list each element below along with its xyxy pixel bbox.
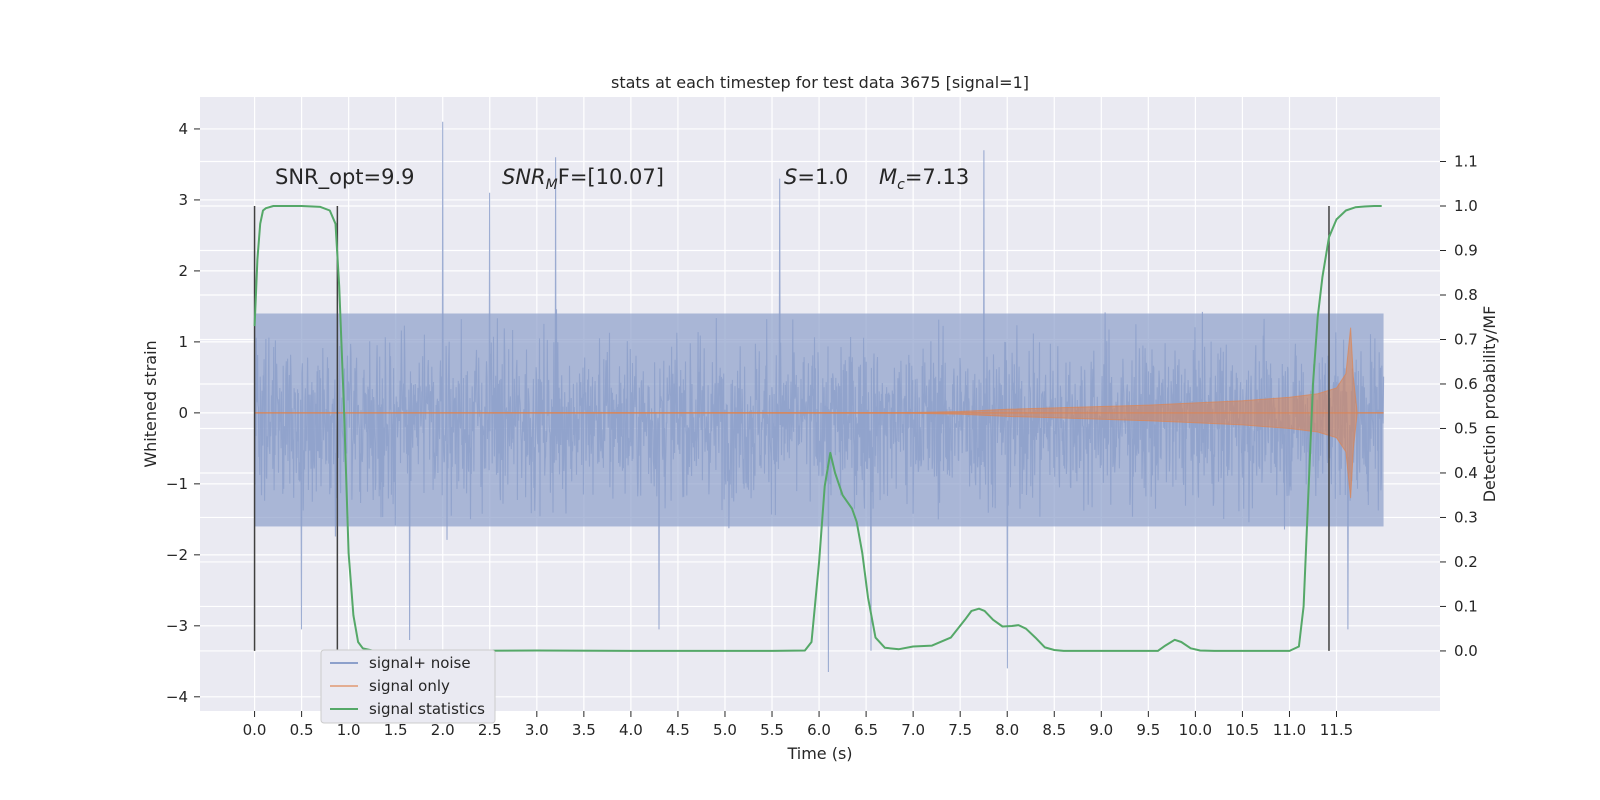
x-tick-label: 7.5 bbox=[948, 721, 972, 739]
y-tick-label: 1 bbox=[178, 333, 188, 351]
y2-tick-label: 0.1 bbox=[1454, 597, 1478, 615]
annotation-snr-mf-value: F=[10.07] bbox=[558, 165, 664, 189]
x-tick-label: 5.5 bbox=[760, 721, 784, 739]
y2-tick-label: 0.0 bbox=[1454, 642, 1478, 660]
y-tick-label: −4 bbox=[166, 688, 188, 706]
y2-tick-label: 0.8 bbox=[1454, 286, 1478, 304]
annotation-mc-value: =7.13 bbox=[905, 165, 969, 189]
x-tick-label: 2.0 bbox=[431, 721, 455, 739]
x-tick-label: 7.0 bbox=[901, 721, 925, 739]
x-tick-label: 11.5 bbox=[1320, 721, 1353, 739]
legend-label-noise: signal+ noise bbox=[369, 654, 471, 672]
annotation-mc: Mc=7.13 bbox=[879, 165, 969, 193]
x-tick-label: 1.5 bbox=[384, 721, 408, 739]
chart-title: stats at each timestep for test data 367… bbox=[611, 73, 1029, 92]
y-tick-label: −2 bbox=[166, 546, 188, 564]
x-tick-label: 0.0 bbox=[243, 721, 267, 739]
annotation-snr-mf-symbol: SNR bbox=[502, 165, 546, 189]
y2-tick-label: 1.0 bbox=[1454, 197, 1478, 215]
x-tick-label: 5.0 bbox=[713, 721, 737, 739]
annotation-snr-opt: SNR_opt=9.9 bbox=[275, 165, 415, 190]
annotation-s-value: =1.0 bbox=[797, 165, 848, 189]
x-tick-label: 3.5 bbox=[572, 721, 596, 739]
y2-axis-label: Detection probability/MF bbox=[1480, 306, 1499, 503]
x-tick-label: 9.5 bbox=[1136, 721, 1160, 739]
annotation-mc-symbol: M bbox=[879, 165, 897, 189]
axes: 0.0 0.5 1.0 1.5 2.0 2.5 3.0 3.5 4.0 4.5 5.0 5.5 6.0 6… bbox=[166, 120, 1478, 739]
y-tick-label: 3 bbox=[178, 191, 188, 209]
x-tick-label: 1.0 bbox=[337, 721, 361, 739]
y2-tick-label: 0.9 bbox=[1454, 242, 1478, 260]
annotation-snr-mf: SNRMF=[10.07] bbox=[502, 165, 664, 193]
x-axis-label: Time (s) bbox=[786, 744, 852, 763]
x-tick-label: 6.0 bbox=[807, 721, 831, 739]
legend-label-signal: signal only bbox=[369, 677, 450, 695]
series-layer bbox=[253, 121, 1385, 673]
x-tick-label: 4.0 bbox=[619, 721, 643, 739]
x-tick-label: 8.0 bbox=[995, 721, 1019, 739]
x-tick-label: 10.0 bbox=[1179, 721, 1212, 739]
annotation-s: S=1.0 bbox=[784, 165, 848, 189]
x-tick-label: 2.5 bbox=[478, 721, 502, 739]
y2-tick-label: 0.3 bbox=[1454, 508, 1478, 526]
y2-tick-label: 0.5 bbox=[1454, 419, 1478, 437]
y2-tick-label: 1.1 bbox=[1454, 153, 1478, 171]
legend-box bbox=[320, 649, 496, 724]
annotation-snr-mf-subscript: M bbox=[546, 177, 558, 193]
x-tick-label: 9.0 bbox=[1089, 721, 1113, 739]
y-tick-label: 0 bbox=[178, 404, 188, 422]
x-tick-label: 11.0 bbox=[1273, 721, 1306, 739]
annotations: SNR_opt=9.9 SNRMF=[10.07] S=1.0 Mc=7.13 bbox=[275, 165, 969, 193]
y2-tick-label: 0.2 bbox=[1454, 553, 1478, 571]
x-tick-label: 0.5 bbox=[290, 721, 314, 739]
y-axis-label: Whitened strain bbox=[141, 340, 160, 467]
legend: signal+ noise signal only signal statist… bbox=[320, 649, 496, 724]
y2-tick-label: 0.6 bbox=[1454, 375, 1478, 393]
legend-label-stats: signal statistics bbox=[369, 700, 485, 718]
y-tick-label: −1 bbox=[166, 475, 188, 493]
y-tick-label: 2 bbox=[178, 262, 188, 280]
series-signal-statistics bbox=[253, 205, 1382, 652]
y-tick-label: −3 bbox=[166, 617, 188, 635]
x-tick-label: 8.5 bbox=[1042, 721, 1066, 739]
x-tick-label: 3.0 bbox=[525, 721, 549, 739]
y2-tick-label: 0.7 bbox=[1454, 330, 1478, 348]
x-tick-label: 10.5 bbox=[1226, 721, 1259, 739]
x-tick-label: 6.5 bbox=[854, 721, 878, 739]
annotation-s-symbol: S bbox=[784, 165, 797, 189]
y-tick-label: 4 bbox=[178, 120, 188, 138]
y2-tick-label: 0.4 bbox=[1454, 464, 1478, 482]
annotation-mc-subscript: c bbox=[897, 177, 905, 193]
x-tick-label: 4.5 bbox=[666, 721, 690, 739]
